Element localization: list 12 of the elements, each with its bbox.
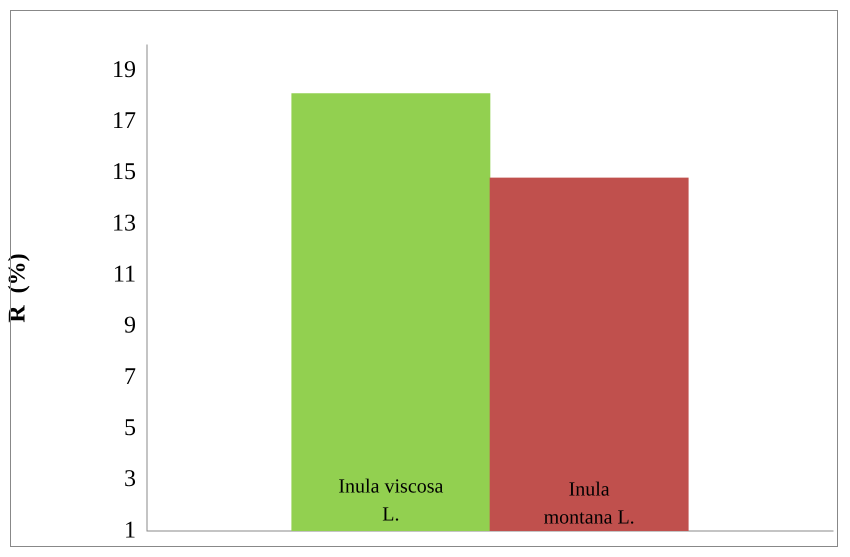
y-tick-label: 9	[124, 312, 136, 339]
y-tick-label: 5	[124, 414, 136, 441]
y-tick-label: 19	[112, 56, 136, 83]
y-tick-label: 13	[112, 210, 136, 236]
y-tick-label: 15	[112, 159, 136, 186]
y-tick-label: 1	[124, 517, 136, 544]
y-tick-label: 3	[124, 466, 136, 492]
y-tick-label: 17	[112, 108, 136, 134]
y-tick-label: 7	[124, 364, 136, 390]
x-tick-label: Inula viscosa L.	[338, 475, 444, 526]
x-tick-label: Inula montana L.	[544, 478, 635, 528]
y-tick-label: 11	[112, 262, 136, 288]
